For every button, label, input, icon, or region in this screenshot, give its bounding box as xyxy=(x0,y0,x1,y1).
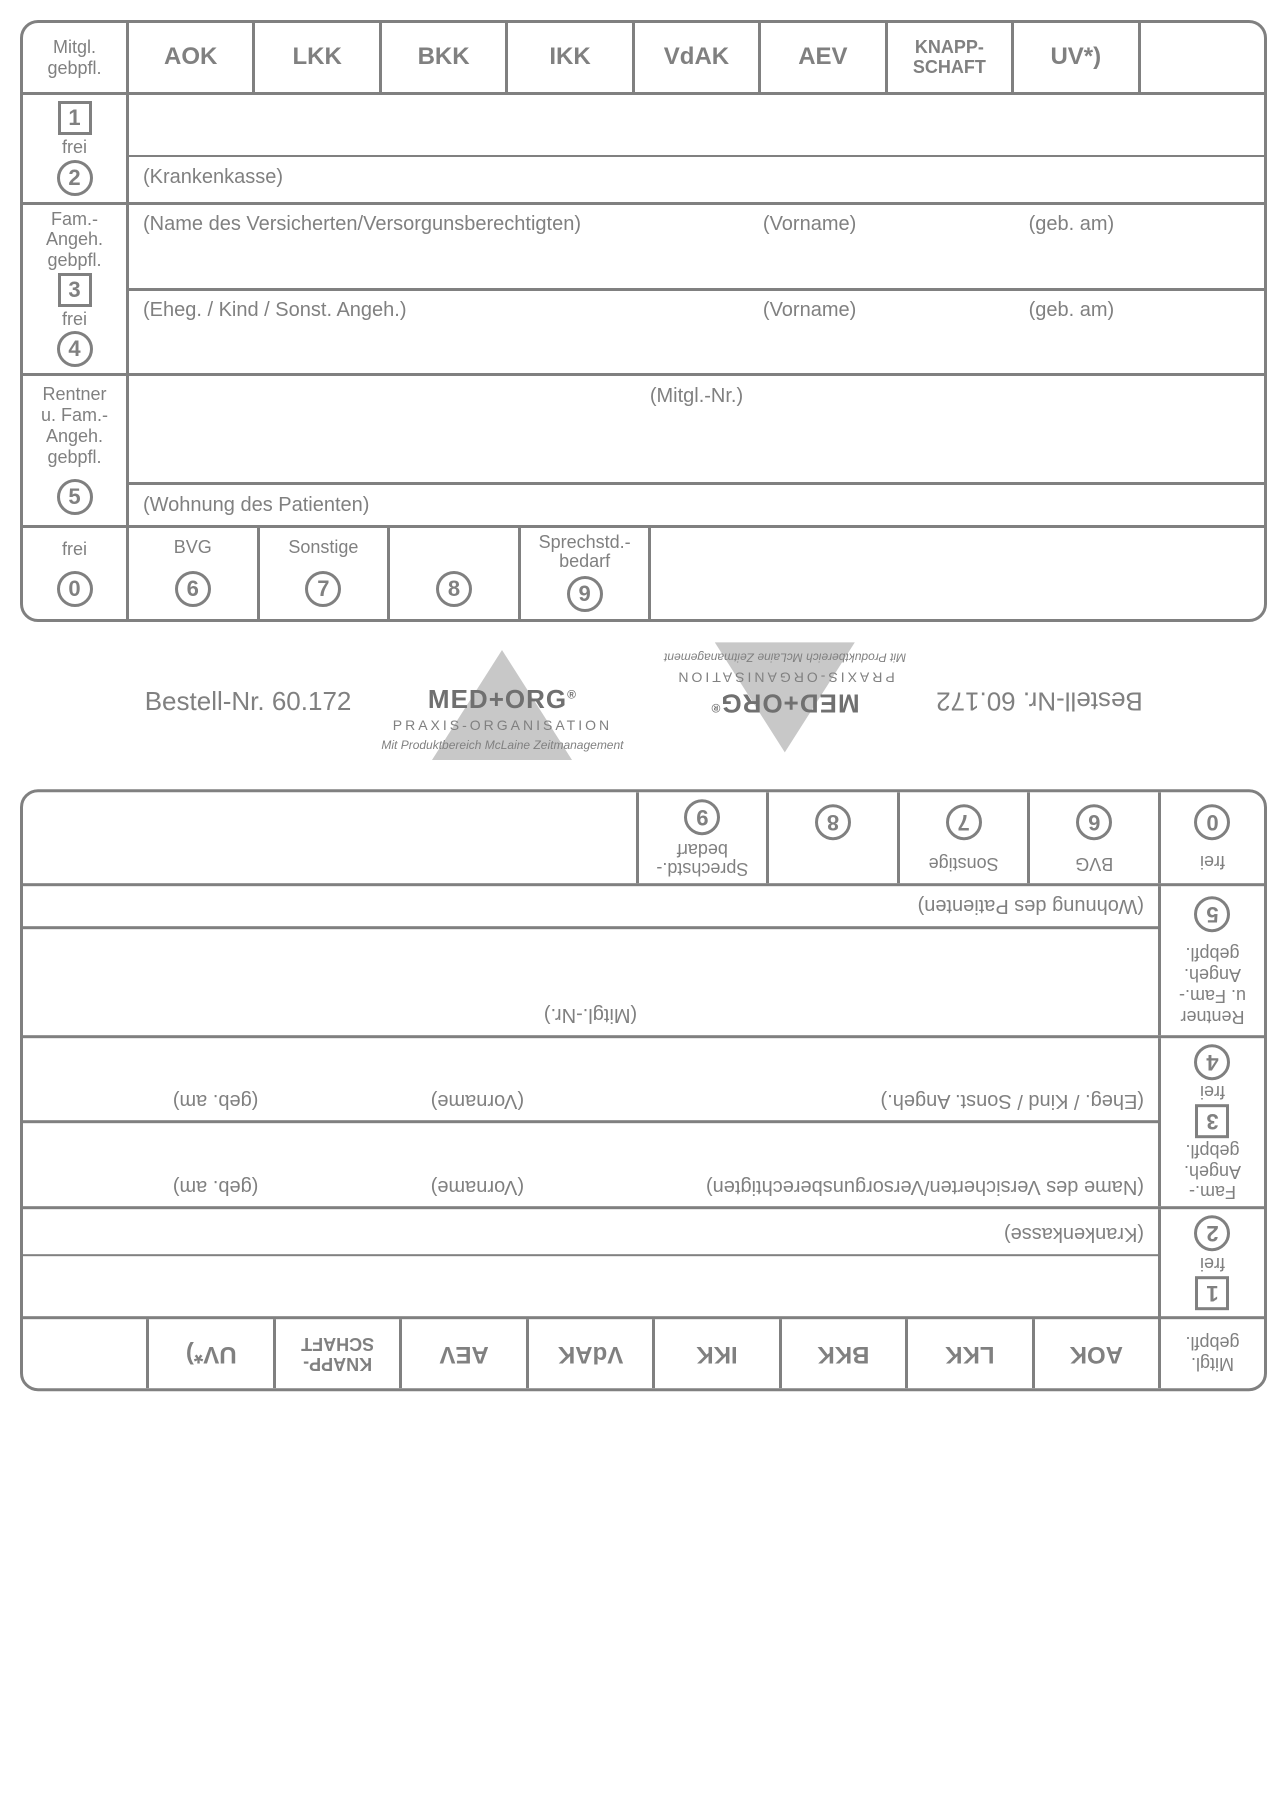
label-name: (Name des Versicherten/Versorgunsberecht… xyxy=(143,213,763,236)
label-vorname-1: (Vorname) xyxy=(763,213,1029,236)
hdr-uv: UV*) xyxy=(1014,23,1140,92)
hdr-ikk: IKK xyxy=(508,23,634,92)
bottom-8: 8 xyxy=(390,528,521,619)
hdr-lkk: LKK xyxy=(255,23,381,92)
left-g3-t4: gebpfl. xyxy=(23,447,126,468)
num-3: 3 xyxy=(58,273,92,307)
brand-sub1-2: PRAXIS-ORGANISATION xyxy=(664,669,906,686)
logo-left: Bestell-Nr. 60.172 MED+ORG® PRAXIS-ORGAN… xyxy=(145,650,624,752)
left-g3-t2: u. Fam.- xyxy=(23,405,126,426)
blank-eheg[interactable] xyxy=(129,331,1264,374)
bottom-blank[interactable] xyxy=(651,528,1264,619)
bottom-sprech-1: Sprechstd.- xyxy=(539,532,631,552)
hdr-aok: AOK xyxy=(129,23,255,92)
m-left-group-3: Rentner u. Fam.- Angeh. gebpfl. 5 xyxy=(1161,886,1264,1035)
num-2: 2 xyxy=(57,160,93,196)
m-header-left-cell: Mitgl. gebpfl. xyxy=(1161,1316,1264,1388)
patient-form-card-mirror: Mitgl. gebpfl. 1 frei 2 AOK LKK BKK IKK … xyxy=(20,789,1267,1391)
label-geb-1: (geb. am) xyxy=(1029,213,1250,236)
brand-text: MED+ORG® xyxy=(381,684,623,715)
hdr-knapp: KNAPP- SCHAFT xyxy=(888,23,1014,92)
bestell-nr-2: Bestell-Nr. 60.172 xyxy=(936,686,1143,717)
bottom-frei: frei 0 xyxy=(23,528,129,619)
left-group-1: 1 frei 2 xyxy=(23,95,126,202)
bottom-row: frei 0 BVG 6 Sonstige 7 8 Sprechstd.- be… xyxy=(23,525,1264,619)
label-geb-2: (geb. am) xyxy=(1029,299,1250,322)
blank-mitgl[interactable] xyxy=(129,416,1264,482)
num-9: 9 xyxy=(567,576,603,612)
bottom-bvg-label: BVG xyxy=(129,538,257,557)
num-4: 4 xyxy=(57,331,93,367)
header-left-cell: Mitgl. gebpfl. xyxy=(23,23,126,95)
row-name: (Name des Versicherten/Versorgunsberecht… xyxy=(129,205,1264,245)
num-0: 0 xyxy=(57,571,93,607)
left-g2-t4: frei xyxy=(23,309,126,330)
bottom-frei-label: frei xyxy=(23,539,126,560)
logo-band: Bestell-Nr. 60.172 MED+ORG® PRAXIS-ORGAN… xyxy=(20,622,1267,788)
brand-sub2-2: Mit Produktbereich McLaine Zeitmanagemen… xyxy=(664,650,906,664)
left-g2-t2: Angeh. xyxy=(23,229,126,250)
bottom-sonstige-label: Sonstige xyxy=(260,538,388,557)
left-g1-t3: frei xyxy=(23,137,126,158)
label-vorname-2: (Vorname) xyxy=(763,299,1029,322)
brand-text-2: MED+ORG® xyxy=(664,687,906,718)
bestell-nr: Bestell-Nr. 60.172 xyxy=(145,686,352,717)
hdr-vdak: VdAK xyxy=(635,23,761,92)
m-left-group-2: Fam.- Angeh. gebpfl. 3 frei 4 xyxy=(1161,1037,1264,1206)
logo-stack-2: MED+ORG® PRAXIS-ORGANISATION Mit Produkt… xyxy=(664,650,906,752)
m-bottom-row: frei 0 BVG 6 Sonstige 7 8 Sprechstd.- be… xyxy=(23,792,1264,886)
label-wohnung: (Wohnung des Patienten) xyxy=(129,485,1264,525)
left-g3-t3: Angeh. xyxy=(23,426,126,447)
logo-right-flipped: Bestell-Nr. 60.172 MED+ORG® PRAXIS-ORGAN… xyxy=(664,650,1143,752)
brand-sub2: Mit Produktbereich McLaine Zeitmanagemen… xyxy=(381,738,623,752)
bottom-sprech-2: bedarf xyxy=(559,551,610,571)
hdr-blank xyxy=(1141,23,1264,92)
label-krankenkasse: (Krankenkasse) xyxy=(129,157,1264,197)
row-eheg: (Eheg. / Kind / Sonst. Angeh.) (Vorname)… xyxy=(129,291,1264,331)
brand-sub1: PRAXIS-ORGANISATION xyxy=(381,717,623,734)
patient-form-card: Mitgl. gebpfl. 1 frei 2 AOK LKK BKK IKK … xyxy=(20,20,1267,622)
num-7: 7 xyxy=(305,571,341,607)
num-8: 8 xyxy=(436,571,472,607)
bottom-bvg: BVG 6 xyxy=(129,528,260,619)
left-g1-t2: gebpfl. xyxy=(23,58,126,79)
left-g3-t1: Rentner xyxy=(23,384,126,405)
left-group-2: Fam.- Angeh. gebpfl. 3 frei 4 xyxy=(23,205,126,374)
num-6: 6 xyxy=(175,571,211,607)
left-g1-t1: Mitgl. xyxy=(23,37,126,58)
bottom-sonstige: Sonstige 7 xyxy=(260,528,391,619)
blank-kk-bottom[interactable] xyxy=(129,197,1264,202)
logo-stack: MED+ORG® PRAXIS-ORGANISATION Mit Produkt… xyxy=(381,650,623,752)
num-5: 5 xyxy=(57,479,93,515)
bottom-sprech: Sprechstd.- bedarf 9 xyxy=(521,528,652,619)
label-mitgl: (Mitgl.-Nr.) xyxy=(129,376,1264,416)
m-left-group-1: 1 frei 2 xyxy=(1161,1209,1264,1316)
hdr-aev: AEV xyxy=(761,23,887,92)
left-group-3: Rentner u. Fam.- Angeh. gebpfl. 5 xyxy=(23,376,126,525)
num-1: 1 xyxy=(58,101,92,135)
blank-name[interactable] xyxy=(129,245,1264,288)
hdr-bkk: BKK xyxy=(382,23,508,92)
left-g2-t3: gebpfl. xyxy=(23,250,126,271)
left-g2-t1: Fam.- xyxy=(23,209,126,230)
label-eheg: (Eheg. / Kind / Sonst. Angeh.) xyxy=(143,299,763,322)
blank-kk-top[interactable] xyxy=(129,95,1264,157)
